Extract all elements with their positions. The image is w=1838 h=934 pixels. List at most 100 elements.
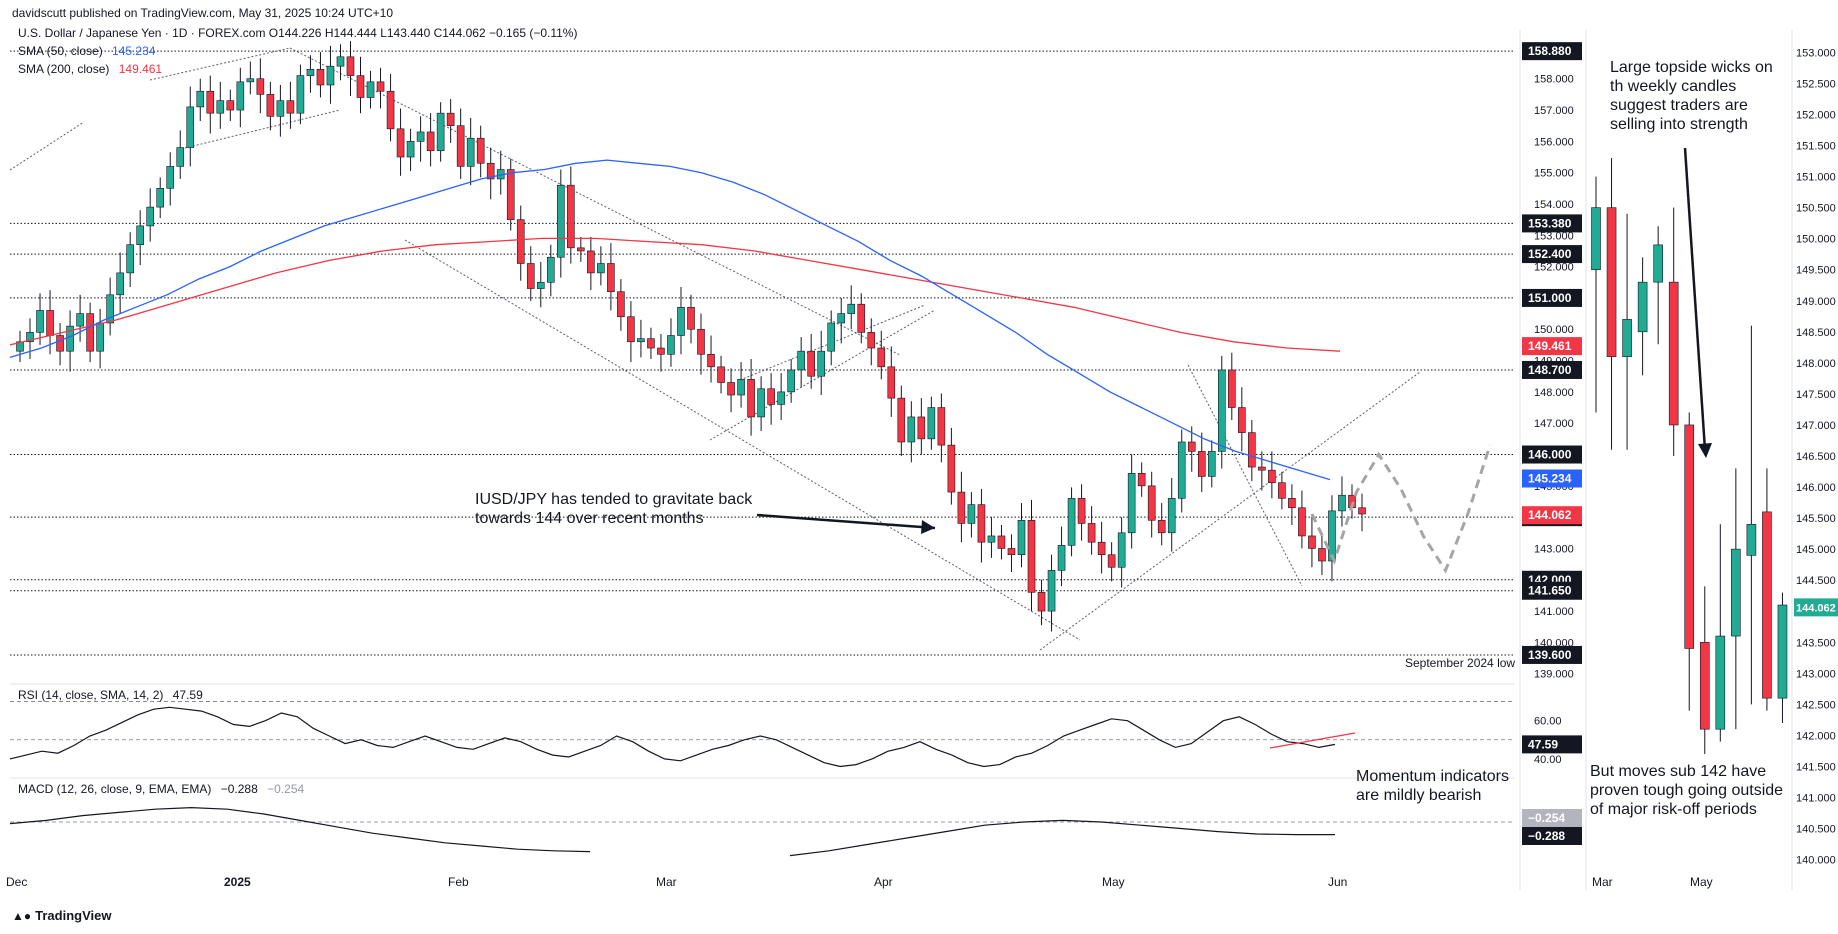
main-x-tick-label: May bbox=[1102, 875, 1125, 889]
weekly-tag-label: 144.062 bbox=[1796, 602, 1836, 614]
trendline bbox=[1187, 364, 1303, 587]
candle-body bbox=[827, 322, 836, 352]
main-x-tick-label: Dec bbox=[6, 875, 27, 889]
macd-line-recent bbox=[789, 819, 1335, 857]
candle-body bbox=[326, 65, 335, 86]
candle-body bbox=[1338, 494, 1346, 512]
rsi-legend[interactable]: RSI (14, close, SMA, 14, 2) 47.59 bbox=[18, 688, 203, 702]
candle-body bbox=[36, 310, 44, 333]
candle-body bbox=[1127, 473, 1136, 534]
candle-body bbox=[817, 350, 825, 377]
weekly-y-tick-label: 152.000 bbox=[1796, 110, 1836, 122]
weekly-y-tick-label: 143.000 bbox=[1796, 668, 1836, 680]
candle-body bbox=[176, 147, 185, 167]
candle-body bbox=[346, 56, 355, 76]
main-y-tick-label: 152.000 bbox=[1534, 262, 1574, 274]
candle-body bbox=[677, 307, 685, 336]
sma200-value: 149.461 bbox=[118, 62, 163, 76]
candle-body bbox=[707, 354, 715, 368]
candle-body bbox=[847, 303, 856, 314]
tradingview-logo-icon: ▲● bbox=[12, 909, 32, 923]
candle-body bbox=[637, 338, 645, 343]
rsi-label: RSI (14, close, SMA, 14, 2) bbox=[18, 688, 164, 702]
candle-body bbox=[947, 444, 956, 493]
macd-tag-bg bbox=[1522, 809, 1582, 827]
weekly-candle-body bbox=[1653, 244, 1663, 283]
annotation-gravitate: IUSD/JPY has tended to gravitate back to… bbox=[475, 491, 753, 527]
level-tag-label: 146.000 bbox=[1528, 448, 1572, 462]
weekly-y-tick-label: 147.000 bbox=[1796, 420, 1836, 432]
candle-body bbox=[1037, 592, 1046, 612]
candle-body bbox=[1067, 498, 1076, 546]
candle-body bbox=[1278, 482, 1286, 499]
weekly-candle-body bbox=[1668, 281, 1679, 426]
candle-body bbox=[46, 310, 54, 336]
candle-body bbox=[206, 90, 215, 114]
weekly-candle-body bbox=[1731, 548, 1741, 637]
weekly-candle-body bbox=[1622, 319, 1632, 357]
price-tag-label-sma200: 149.461 bbox=[1528, 339, 1572, 353]
weekly-y-tick-label: 141.500 bbox=[1796, 761, 1836, 773]
rsi-value: 47.59 bbox=[172, 688, 203, 702]
candle-body bbox=[987, 535, 996, 543]
candle-body bbox=[526, 263, 535, 289]
weekly-y-tick-label: 153.000 bbox=[1796, 47, 1836, 59]
candle-body bbox=[1177, 441, 1186, 499]
candle-body bbox=[957, 491, 966, 524]
annotation-sub-142: But moves sub 142 have proven tough goin… bbox=[1590, 763, 1784, 818]
candle-body bbox=[296, 75, 305, 114]
candle-body bbox=[1147, 485, 1156, 521]
sma50-label: SMA (50, close) bbox=[18, 44, 103, 58]
weekly-candle-body bbox=[1762, 511, 1772, 699]
candle-body bbox=[506, 169, 515, 220]
sma200-label: SMA (200, close) bbox=[18, 62, 110, 76]
annotation-weekly-wicks: Large topside wicks on th weekly candles… bbox=[1610, 59, 1773, 133]
main-y-tick-label: 141.000 bbox=[1534, 606, 1574, 618]
level-tag-bg bbox=[1522, 42, 1582, 61]
tradingview-logo[interactable]: ▲● TradingView bbox=[12, 908, 111, 923]
candle-body bbox=[116, 272, 124, 296]
candle-body bbox=[186, 106, 195, 148]
level-tag-label: 158.880 bbox=[1528, 44, 1572, 58]
symbol-legend[interactable]: U.S. Dollar / Japanese Yen · 1D · FOREX.… bbox=[18, 26, 577, 40]
candle-body bbox=[546, 256, 555, 283]
weekly-y-tick-label: 147.500 bbox=[1796, 389, 1836, 401]
candle-body bbox=[607, 263, 615, 292]
rsi-tag-bg bbox=[1522, 735, 1582, 754]
candle-body bbox=[767, 388, 775, 405]
candle-body bbox=[787, 369, 795, 393]
candle-body bbox=[807, 350, 815, 377]
candle-body bbox=[486, 162, 495, 180]
candle-body bbox=[1197, 451, 1206, 477]
macd-legend[interactable]: MACD (12, 26, close, 9, EMA, EMA) −0.288… bbox=[18, 782, 304, 796]
level-tag-label: 141.650 bbox=[1528, 584, 1572, 598]
publisher-line: davidscutt published on TradingView.com,… bbox=[12, 6, 394, 20]
main-y-tick-label: 154.000 bbox=[1534, 199, 1574, 211]
price-tag-label-sma50: 145.234 bbox=[1528, 472, 1572, 486]
annotation-arrow bbox=[756, 513, 936, 530]
macd-line bbox=[9, 806, 591, 853]
candle-body bbox=[1318, 548, 1326, 562]
weekly-y-tick-label: 140.000 bbox=[1796, 855, 1836, 867]
main-x-tick-label: Apr bbox=[874, 875, 893, 889]
candle-body bbox=[536, 281, 545, 289]
macd-label: MACD (12, 26, close, 9, EMA, EMA) bbox=[18, 782, 212, 796]
sma50-legend[interactable]: SMA (50, close) 145.234 bbox=[18, 44, 155, 58]
sma200-legend[interactable]: SMA (200, close) 149.461 bbox=[18, 62, 162, 76]
candle-body bbox=[516, 219, 525, 264]
candle-body bbox=[136, 225, 144, 245]
candle-body bbox=[96, 322, 104, 352]
candle-body bbox=[266, 94, 275, 117]
candle-body bbox=[416, 131, 425, 142]
main-y-tick-label: 156.000 bbox=[1534, 136, 1574, 148]
macd-tag-label: −0.254 bbox=[1528, 811, 1565, 825]
candle-body bbox=[937, 407, 946, 446]
price-tag-bg-sma50 bbox=[1522, 469, 1582, 488]
candle-body bbox=[597, 263, 605, 274]
trendline bbox=[739, 304, 926, 381]
candle-body bbox=[366, 81, 375, 98]
candle-body bbox=[667, 335, 675, 355]
weekly-candle-body bbox=[1637, 281, 1648, 333]
candle-body bbox=[567, 184, 575, 249]
